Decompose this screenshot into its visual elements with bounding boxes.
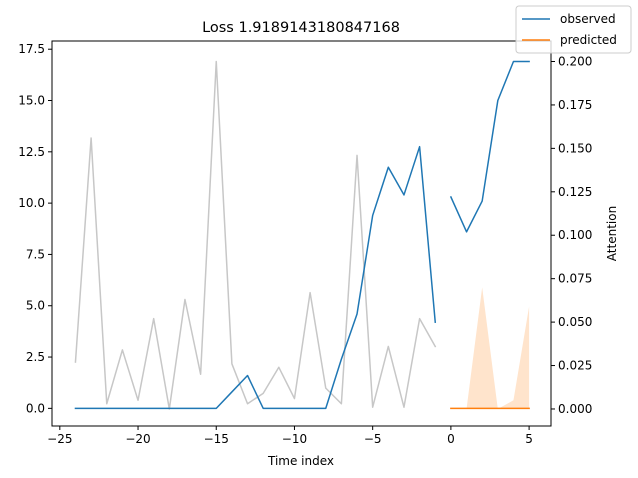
legend-label-observed: observed [560, 12, 616, 26]
x-tick-label: 0 [447, 432, 455, 446]
y2-axis-title: Attention [605, 206, 619, 261]
x-tick-label: 5 [525, 432, 533, 446]
y2-tick-label: 0.200 [558, 55, 592, 69]
observed-line-1 [449, 60, 530, 233]
attention-history-line-0 [74, 60, 437, 410]
y2-tick-label: 0.100 [558, 228, 592, 242]
y-tick-label: 10.0 [18, 196, 45, 210]
x-tick-label: −20 [125, 432, 150, 446]
x-axis-title: Time index [267, 454, 334, 468]
y2-tick-label: 0.150 [558, 141, 592, 155]
x-tick-label: −5 [364, 432, 382, 446]
y-tick-label: 0.0 [26, 401, 45, 415]
observed-line-0 [74, 145, 437, 410]
y-tick-label: 17.5 [18, 42, 45, 56]
y-tick-label: 5.0 [26, 299, 45, 313]
y2-tick-label: 0.050 [558, 315, 592, 329]
y2-tick-label: 0.175 [558, 98, 592, 112]
series-layer [74, 60, 530, 410]
y2-tick-label: 0.125 [558, 185, 592, 199]
x-tick-label: −10 [282, 432, 307, 446]
plot-frame [51, 40, 552, 427]
ticks-layer: −25 −20 −15 −10 −5 0 5 0.0 2.5 5.0 7.5 10.0 12.5 15.0… [18, 42, 592, 446]
y-tick-label: 2.5 [26, 350, 45, 364]
legend: observed predicted [515, 5, 632, 54]
y-tick-label: 12.5 [18, 145, 45, 159]
x-tick-label: −25 [47, 432, 72, 446]
legend-box [515, 5, 632, 54]
y2-tick-label: 0.025 [558, 359, 592, 373]
y-tick-label: 15.0 [18, 94, 45, 108]
legend-label-predicted: predicted [560, 33, 617, 47]
y2-tick-label: 0.075 [558, 272, 592, 286]
chart-title: Loss 1.9189143180847168 [202, 20, 400, 36]
attention-forecast-area-0 [450, 287, 530, 409]
y2-tick-label: 0.000 [558, 402, 592, 416]
x-tick-label: −15 [204, 432, 229, 446]
y-tick-label: 7.5 [26, 247, 45, 261]
